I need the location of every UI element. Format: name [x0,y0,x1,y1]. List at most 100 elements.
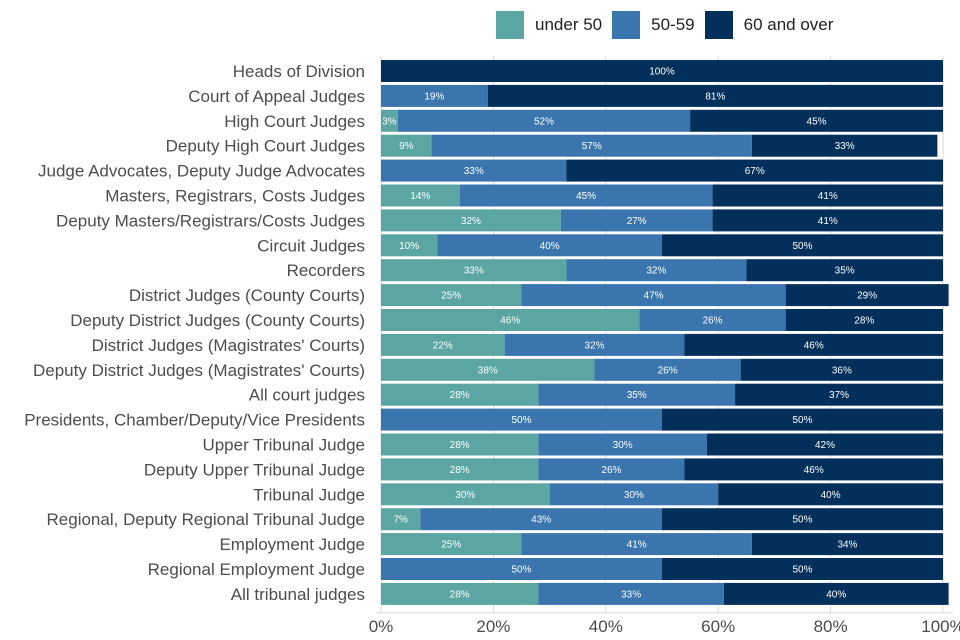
bar-segment [420,508,662,531]
bar-segment [639,309,786,331]
bar-segment [381,433,539,456]
segment-label: 46% [804,465,824,476]
segment-label: 38% [478,365,498,376]
bar-segment [538,582,724,605]
segment-label: 67% [745,166,765,177]
x-tick-label: 60% [701,617,735,636]
category-label: Regional Employment Judge [148,560,365,579]
segment-label: 81% [705,91,725,102]
segment-label: 57% [582,141,602,152]
bar-segment [706,433,943,456]
bar-segment [459,184,713,207]
segment-label: 30% [624,490,644,501]
bar-segment [723,582,949,605]
segment-label: 28% [450,465,470,476]
segment-label: 33% [464,166,484,177]
bar-segment [662,558,943,580]
x-tick-label: 20% [476,617,510,636]
segment-label: 3% [382,116,397,127]
segment-label: 46% [500,316,520,327]
legend-label: under 50 [535,15,603,34]
bar-segment [381,358,595,381]
legend-swatch [704,11,733,39]
segment-label: 35% [627,390,647,401]
bar-segment [521,284,786,307]
bar-segment [751,533,943,556]
x-tick-label: 80% [814,617,848,636]
segment-label: 50% [792,515,812,526]
segment-label: 40% [540,241,560,252]
bar-segment [712,209,943,232]
category-label: Court of Appeal Judges [188,87,365,106]
segment-label: 19% [424,91,444,102]
segment-label: 26% [703,316,723,327]
category-label: Masters, Registrars, Costs Judges [105,187,365,206]
category-label: Deputy District Judges (Magistrates' Cou… [33,361,365,380]
segment-label: 32% [646,266,666,277]
segment-label: 28% [450,440,470,451]
segment-label: 40% [826,589,846,600]
category-label: Employment Judge [219,535,365,554]
bar-segment [381,184,460,207]
segment-label: 50% [511,415,531,426]
bar-segment [431,134,752,157]
bar-segment [735,383,943,406]
legend-item: 60 and over [704,11,834,39]
segment-label: 52% [534,116,554,127]
segment-label: 45% [807,116,827,127]
segment-label: 47% [644,291,664,302]
segment-label: 33% [464,266,484,277]
bar-segment [381,408,662,431]
segment-label: 10% [399,241,419,252]
bar-segment [437,234,662,257]
x-tick-label: 40% [589,617,623,636]
segment-label: 27% [627,216,647,227]
category-label: Tribunal Judge [253,485,365,504]
bar-segment [684,333,943,356]
segment-label: 30% [613,440,633,451]
segment-label: 43% [531,515,551,526]
bar-segment [538,383,736,406]
segment-label: 26% [658,365,678,376]
category-label: All tribunal judges [231,585,365,604]
bar-segment [381,109,398,132]
segment-label: 35% [835,266,855,277]
segment-label: 50% [792,241,812,252]
segment-label: 37% [829,390,849,401]
segment-label: 50% [792,565,812,576]
segment-label: 50% [792,415,812,426]
bar-segment [684,458,943,481]
x-axis: 0% 20% 40% 60% 80% 100% [369,612,960,636]
bar-segment [381,508,421,531]
category-label: All court judges [249,386,365,405]
legend-label: 60 and over [743,15,834,34]
bar-segment [397,109,691,132]
segment-label: 41% [818,216,838,227]
segment-label: 36% [832,365,852,376]
bars: 100% 19% 81% 3% 52% 45% 9% 57% 33% 33% 67% 14% 45% 41… [381,60,949,605]
bar-segment [381,60,943,82]
segment-label: 40% [821,490,841,501]
bar-segment [538,458,685,481]
bar-segment [381,309,640,331]
legend: under 50 50-59 60 and over [496,10,843,40]
bar-segment [381,84,488,107]
bar-segment [712,184,943,207]
segment-label: 28% [854,316,874,327]
legend-label: 50-59 [651,15,695,34]
y-axis-labels: Heads of Division Court of Appeal Judges H… [24,62,365,604]
segment-label: 25% [441,291,461,302]
segment-label: 32% [585,340,605,351]
category-label: Upper Tribunal Judge [202,436,365,455]
bar-segment [381,134,432,157]
bar-segment [381,533,522,556]
bar-segment [662,508,943,531]
category-label: Judge Advocates, Deputy Judge Advocates [38,162,365,181]
legend-swatch [496,11,524,39]
bar-segment [381,483,550,506]
category-label: Deputy District Judges (County Courts) [70,311,365,330]
bar-segment [566,259,747,282]
category-label: Recorders [287,261,365,280]
segment-label: 28% [450,589,470,600]
